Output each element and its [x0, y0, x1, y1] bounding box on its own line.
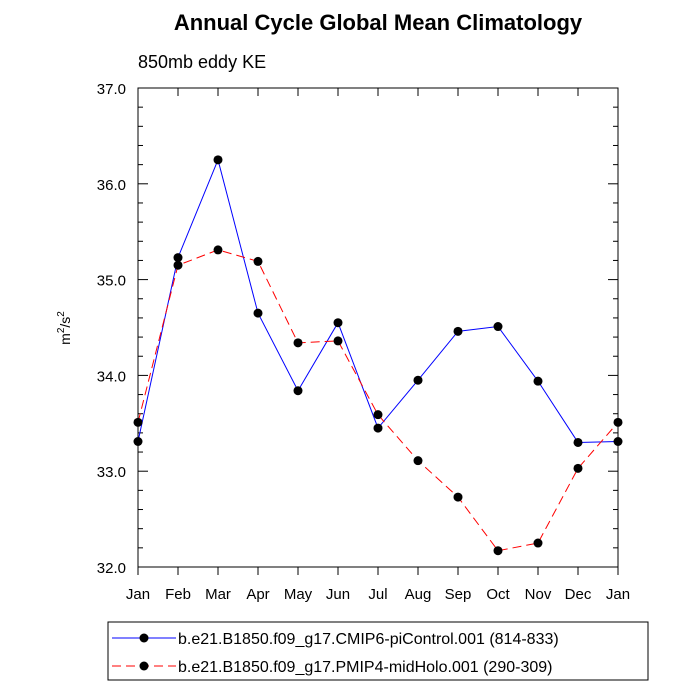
x-tick-label: Nov [525, 586, 552, 603]
legend-marker-series-2 [139, 661, 149, 671]
series-1-point [293, 386, 303, 396]
y-tick-labels: 32.0 33.0 34.0 35.0 36.0 37.0 [97, 81, 126, 577]
y-axis-label-sup2: 2 [56, 311, 67, 317]
x-tick-label: Apr [246, 586, 269, 603]
y-axis-label-sup1: 2 [56, 327, 67, 333]
legend-label-series-2: b.e21.B1850.f09_g17.PMIP4-midHolo.001 (2… [178, 659, 552, 676]
series-2-point [213, 245, 223, 255]
axis-ticks [137, 87, 619, 575]
series-2-point [453, 492, 463, 502]
series-2-point [413, 456, 423, 466]
x-tick-label: Oct [486, 586, 510, 603]
y-tick-label: 32.0 [97, 560, 126, 577]
x-tick-label: Dec [565, 586, 592, 603]
x-tick-label: May [284, 586, 313, 603]
plot-frame [137, 87, 619, 568]
series-2-point [573, 463, 583, 473]
y-tick-label: 36.0 [97, 177, 126, 194]
x-tick-label: Jan [126, 586, 150, 603]
series-2-point [173, 260, 183, 270]
series-2-point [373, 410, 383, 420]
x-tick-label: Jul [368, 586, 387, 603]
series-1-point [373, 423, 383, 433]
series-1-point [413, 375, 423, 385]
chart-title: Annual Cycle Global Mean Climatology [174, 10, 583, 35]
x-tick-labels: Jan Feb Mar Apr May Jun Jul Aug Sep Oct Nov Dec Jan [126, 586, 630, 603]
y-tick-label: 35.0 [97, 273, 126, 290]
legend: b.e21.B1850.f09_g17.CMIP6-piControl.001 … [107, 621, 649, 681]
series-line-2 [137, 249, 619, 552]
series-2-point [333, 336, 343, 346]
legend-label-series-1: b.e21.B1850.f09_g17.CMIP6-piControl.001 … [178, 631, 559, 648]
chart-subtitle: 850mb eddy KE [138, 52, 266, 72]
y-tick-label: 34.0 [97, 368, 126, 385]
series-1-point [213, 155, 223, 165]
series-1-point [573, 437, 583, 447]
series-line-1 [137, 158, 619, 443]
series-2-point [253, 256, 263, 266]
series-2-point [493, 546, 503, 556]
series-1-point [493, 322, 503, 332]
series-1-point [333, 318, 343, 328]
x-tick-label: Jun [326, 586, 350, 603]
x-tick-label: Jan [606, 586, 630, 603]
series-1-point [253, 308, 263, 318]
series-1-point [453, 326, 463, 336]
legend-marker-series-1 [139, 633, 149, 643]
y-tick-label: 37.0 [97, 81, 126, 98]
series-1-point [533, 376, 543, 386]
y-axis-label-mid: /s [57, 317, 73, 328]
series-2-point [533, 538, 543, 548]
plot-series [133, 155, 623, 556]
x-tick-label: Mar [205, 586, 231, 603]
y-axis-label-base: m [57, 333, 73, 345]
y-tick-label: 33.0 [97, 464, 126, 481]
series-1-point [173, 253, 183, 263]
y-axis-label: m2/s2 [56, 311, 73, 345]
x-tick-label: Sep [445, 586, 472, 603]
legend-box [107, 621, 649, 681]
series-2-point [293, 338, 303, 348]
x-tick-label: Feb [165, 586, 191, 603]
x-tick-label: Aug [405, 586, 432, 603]
